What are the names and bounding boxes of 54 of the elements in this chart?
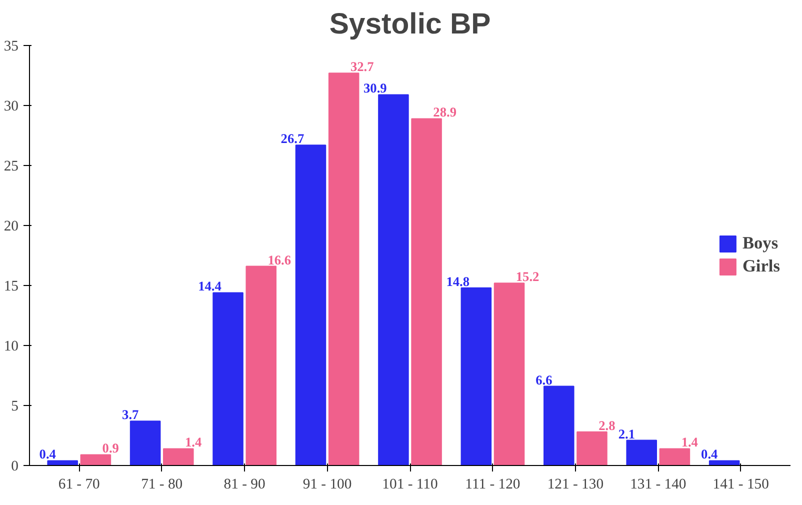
- data-label: 30.9: [364, 80, 388, 96]
- x-tick-label: 101 - 110: [382, 476, 438, 492]
- bar: [80, 454, 112, 466]
- x-tick-label: 141 - 150: [712, 476, 769, 492]
- chart-title: Systolic BP: [329, 8, 491, 40]
- data-label: 6.6: [536, 372, 553, 388]
- data-label: 2.8: [598, 418, 616, 433]
- y-tick-label: 30: [4, 98, 18, 114]
- legend-label: Girls: [742, 256, 780, 276]
- data-label: 0.4: [39, 446, 56, 462]
- x-tick-label: 61 - 70: [58, 476, 100, 492]
- x-tick-label: 121 - 130: [547, 476, 604, 492]
- bar: [163, 448, 194, 466]
- bar: [411, 118, 442, 466]
- bar: [378, 94, 409, 466]
- data-label: 1.4: [681, 434, 698, 450]
- bar: [708, 460, 740, 466]
- bar: [328, 72, 360, 466]
- data-label: 3.7: [122, 407, 140, 422]
- data-label: 0.4: [701, 446, 718, 462]
- data-label: 14.4: [198, 278, 222, 294]
- bar: [494, 282, 525, 466]
- data-label: 26.7: [280, 131, 304, 146]
- y-tick-label: 20: [4, 218, 18, 234]
- y-tick-label: 5: [11, 398, 18, 414]
- y-tick-label: 25: [4, 158, 18, 174]
- bar: [626, 440, 657, 466]
- data-label: 15.2: [516, 269, 540, 284]
- data-label: 16.6: [268, 252, 292, 268]
- data-label: 14.8: [446, 274, 470, 289]
- bar: [544, 386, 574, 466]
- x-tick-label: 131 - 140: [630, 476, 686, 492]
- y-tick-label: 35: [4, 38, 18, 54]
- legend-label: Boys: [742, 234, 778, 254]
- x-tick-label: 71 - 80: [141, 476, 183, 492]
- data-label: 28.9: [433, 104, 457, 120]
- bar: [295, 144, 326, 466]
- x-tick-label: 111 - 120: [465, 476, 520, 492]
- bar: [576, 431, 608, 466]
- bar: [212, 292, 244, 466]
- x-tick-label: 81 - 90: [224, 476, 266, 492]
- data-label: 0.9: [102, 440, 120, 456]
- bar: [246, 266, 276, 466]
- bar: [659, 448, 690, 466]
- x-tick-label: 91 - 100: [302, 476, 352, 492]
- bar: [130, 420, 161, 466]
- y-tick-label: 10: [4, 338, 18, 354]
- bar: [47, 460, 78, 466]
- data-label: 2.1: [618, 426, 636, 442]
- data-label: 1.4: [185, 434, 202, 450]
- y-tick-label: 15: [4, 278, 18, 294]
- y-tick-label: 0: [11, 458, 18, 474]
- bar: [460, 287, 492, 466]
- data-label: 32.7: [350, 59, 374, 74]
